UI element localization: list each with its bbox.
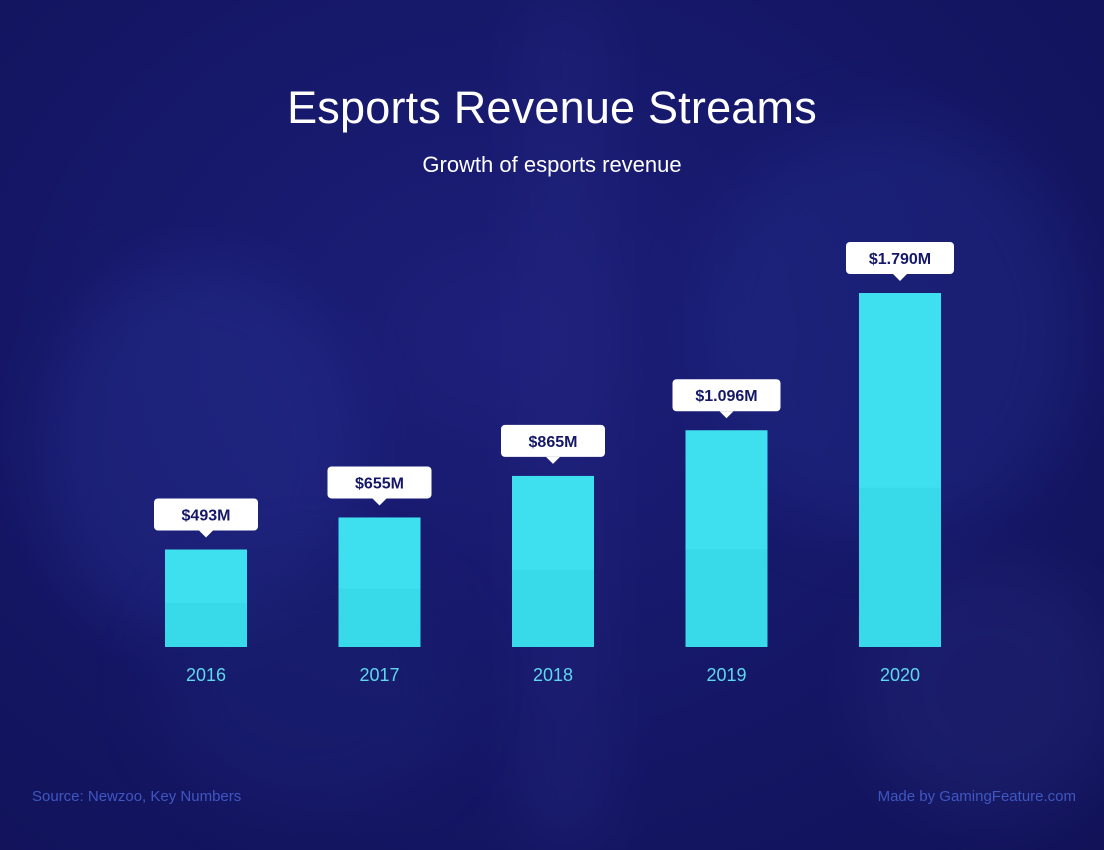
value-callout-2020	[846, 242, 954, 274]
category-label-2018: 2018	[533, 665, 573, 685]
value-callout-2018	[501, 424, 605, 457]
value-callout-pointer-2018	[546, 456, 560, 464]
bar-shade-2016	[165, 603, 247, 647]
bar-shade-2018	[512, 570, 594, 647]
category-label-2016: 2016	[186, 665, 226, 685]
value-label-2016: $493M	[182, 508, 231, 525]
value-callout-2016	[154, 498, 258, 531]
value-callout-2019	[672, 379, 781, 412]
source-note: Source: Newzoo, Key Numbers	[32, 788, 242, 805]
value-callout-pointer-2019	[719, 411, 734, 419]
bar-2017	[338, 517, 421, 647]
bar-2019	[685, 430, 768, 647]
bar-shade-2017	[338, 588, 421, 647]
category-label-2020: 2020	[880, 665, 920, 685]
value-label-2019: $1.096M	[695, 388, 757, 405]
value-label-2020: $1.790M	[869, 251, 931, 268]
value-callout-2017	[327, 466, 432, 499]
bar-2016	[165, 549, 247, 647]
bar-2020	[859, 293, 941, 647]
value-callout-pointer-2016	[199, 530, 213, 538]
category-label-2017: 2017	[359, 665, 399, 685]
category-label-2019: 2019	[706, 665, 746, 685]
value-callout-pointer-2020	[893, 274, 907, 281]
value-label-2018: $865M	[529, 434, 578, 451]
value-callout-pointer-2017	[372, 498, 387, 506]
chart-subtitle: Growth of esports revenue	[422, 152, 682, 177]
credit-note: Made by GamingFeature.com	[877, 788, 1076, 805]
value-label-2017: $655M	[355, 475, 404, 492]
bar-shade-2019	[685, 549, 768, 647]
bar-2018	[512, 475, 594, 647]
chart-title: Esports Revenue Streams	[287, 82, 817, 133]
bar-shade-2020	[859, 487, 941, 647]
